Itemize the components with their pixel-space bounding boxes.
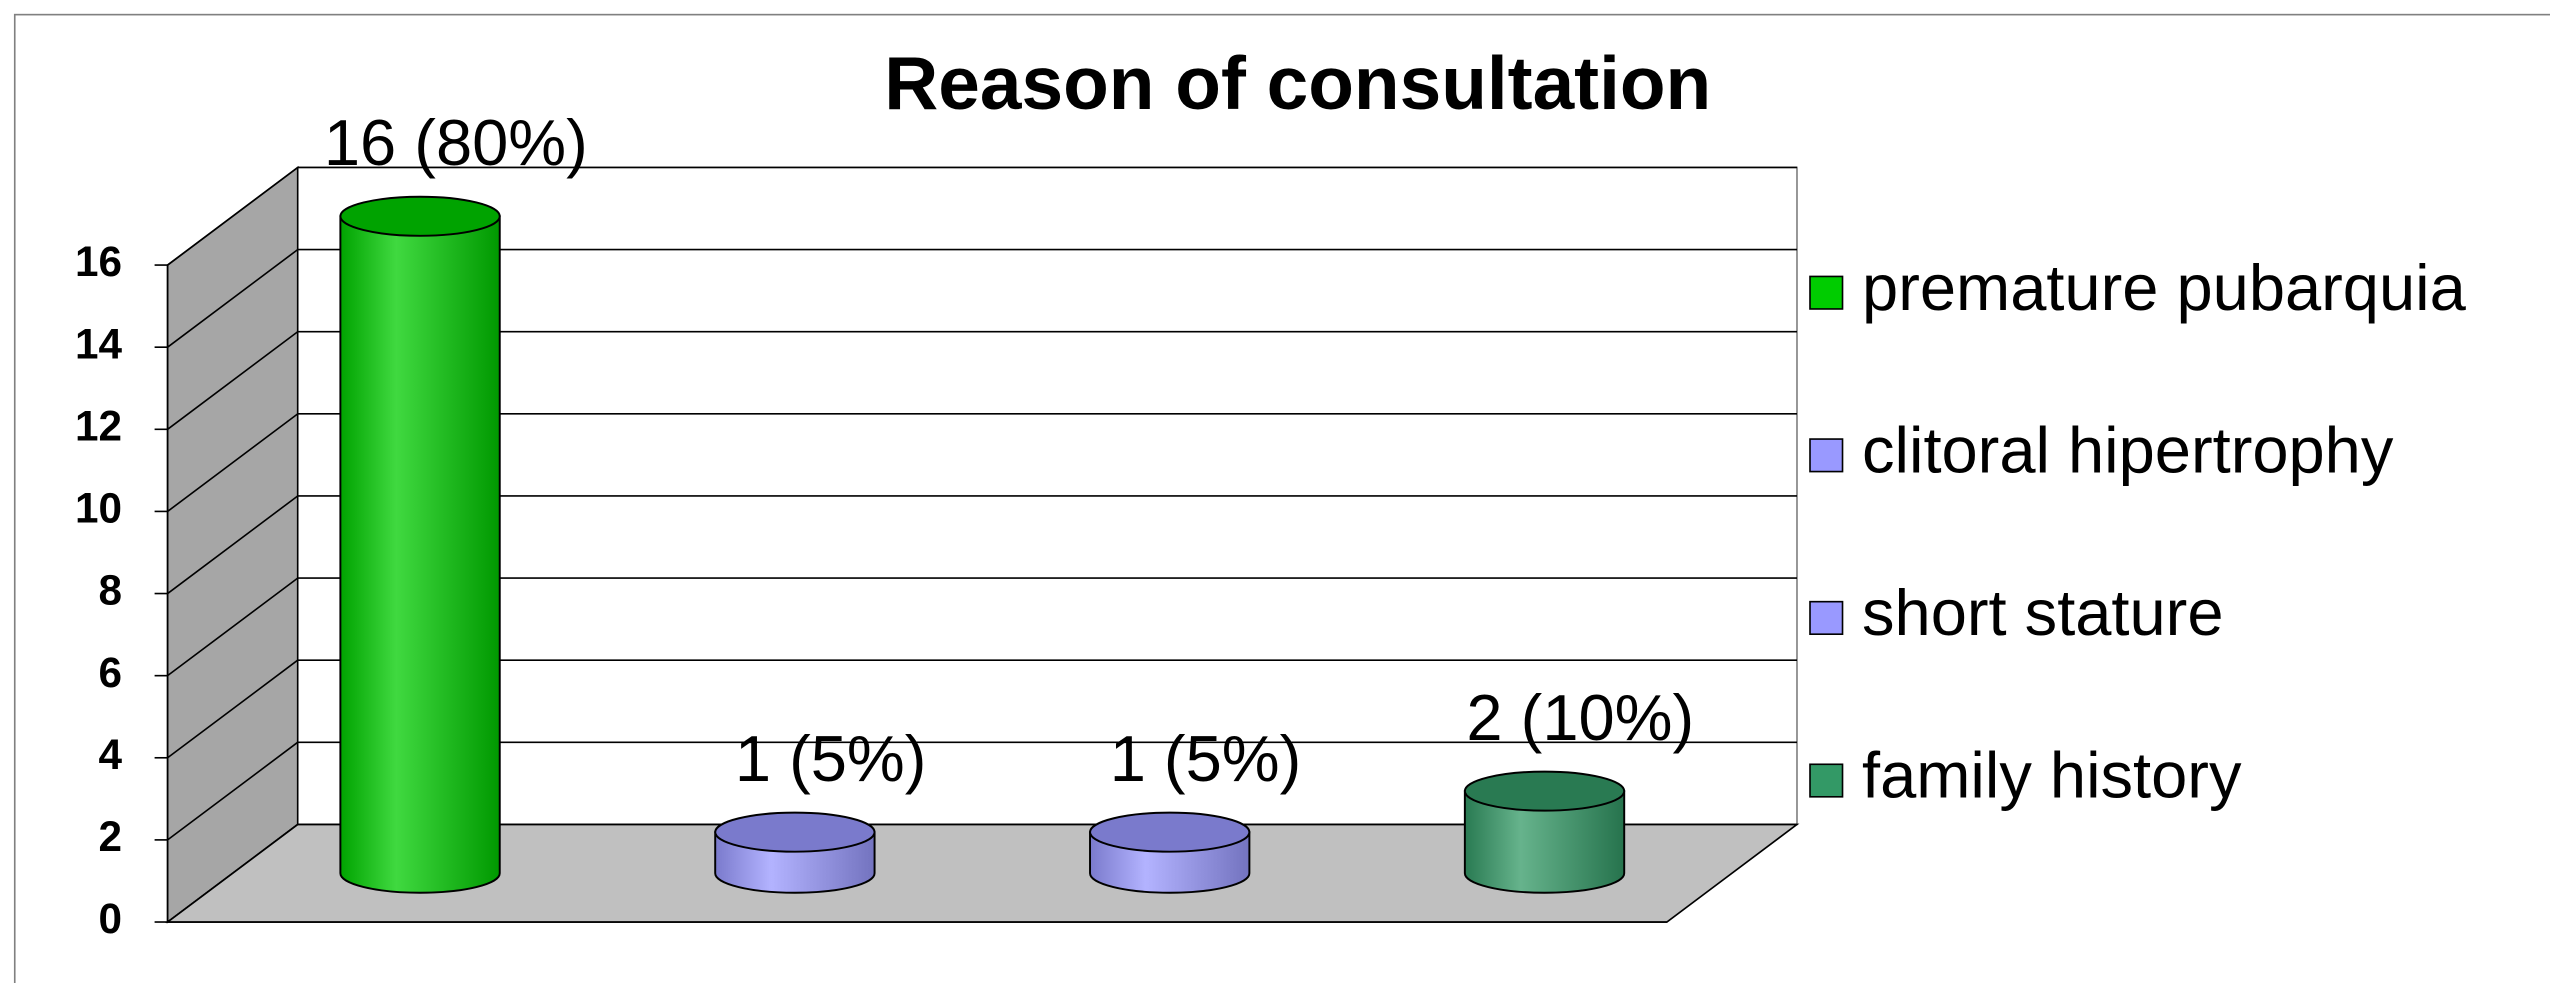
grid-line	[167, 248, 299, 348]
legend-swatch	[1809, 438, 1844, 473]
cylinder-top	[714, 811, 876, 853]
grid-line	[167, 659, 299, 759]
legend-swatch	[1809, 763, 1844, 798]
cylinder	[1463, 790, 1626, 894]
grid-line	[167, 495, 299, 595]
grid-line	[167, 166, 299, 266]
grid-line	[167, 413, 299, 513]
value-label: 16 (80%)	[324, 106, 588, 179]
cylinder-top	[1463, 770, 1626, 812]
cylinder-top	[1089, 811, 1251, 853]
chart-border	[13, 13, 2550, 983]
grid-line	[167, 331, 299, 430]
y-tick-label: 10	[75, 485, 122, 532]
legend-label: family history	[1862, 739, 2242, 812]
value-label: 1 (5%)	[1110, 722, 1302, 795]
value-label: 2 (10%)	[1466, 681, 1694, 754]
y-tick-label: 2	[99, 813, 123, 860]
value-label: 1 (5%)	[735, 722, 927, 795]
y-tick-label: 12	[75, 402, 122, 449]
grid-line	[167, 741, 299, 841]
y-tick-label: 6	[99, 649, 123, 696]
y-tick-label: 16	[75, 238, 122, 285]
y-tick-label: 14	[75, 320, 123, 367]
y-tick-label: 8	[99, 567, 123, 614]
legend-swatch	[1809, 275, 1844, 310]
cylinder	[339, 215, 501, 894]
y-tick-label: 0	[99, 895, 123, 942]
legend-label: short stature	[1862, 576, 2223, 649]
grid-line	[167, 577, 299, 677]
legend-label: clitoral hipertrophy	[1862, 414, 2394, 487]
cylinder-top	[339, 195, 501, 237]
y-tick-label: 4	[99, 731, 123, 778]
chart-title: Reason of consultation	[884, 41, 1711, 125]
grid-line	[167, 823, 299, 923]
legend-swatch	[1809, 600, 1844, 636]
legend-label: premature pubarquia	[1862, 251, 2467, 324]
